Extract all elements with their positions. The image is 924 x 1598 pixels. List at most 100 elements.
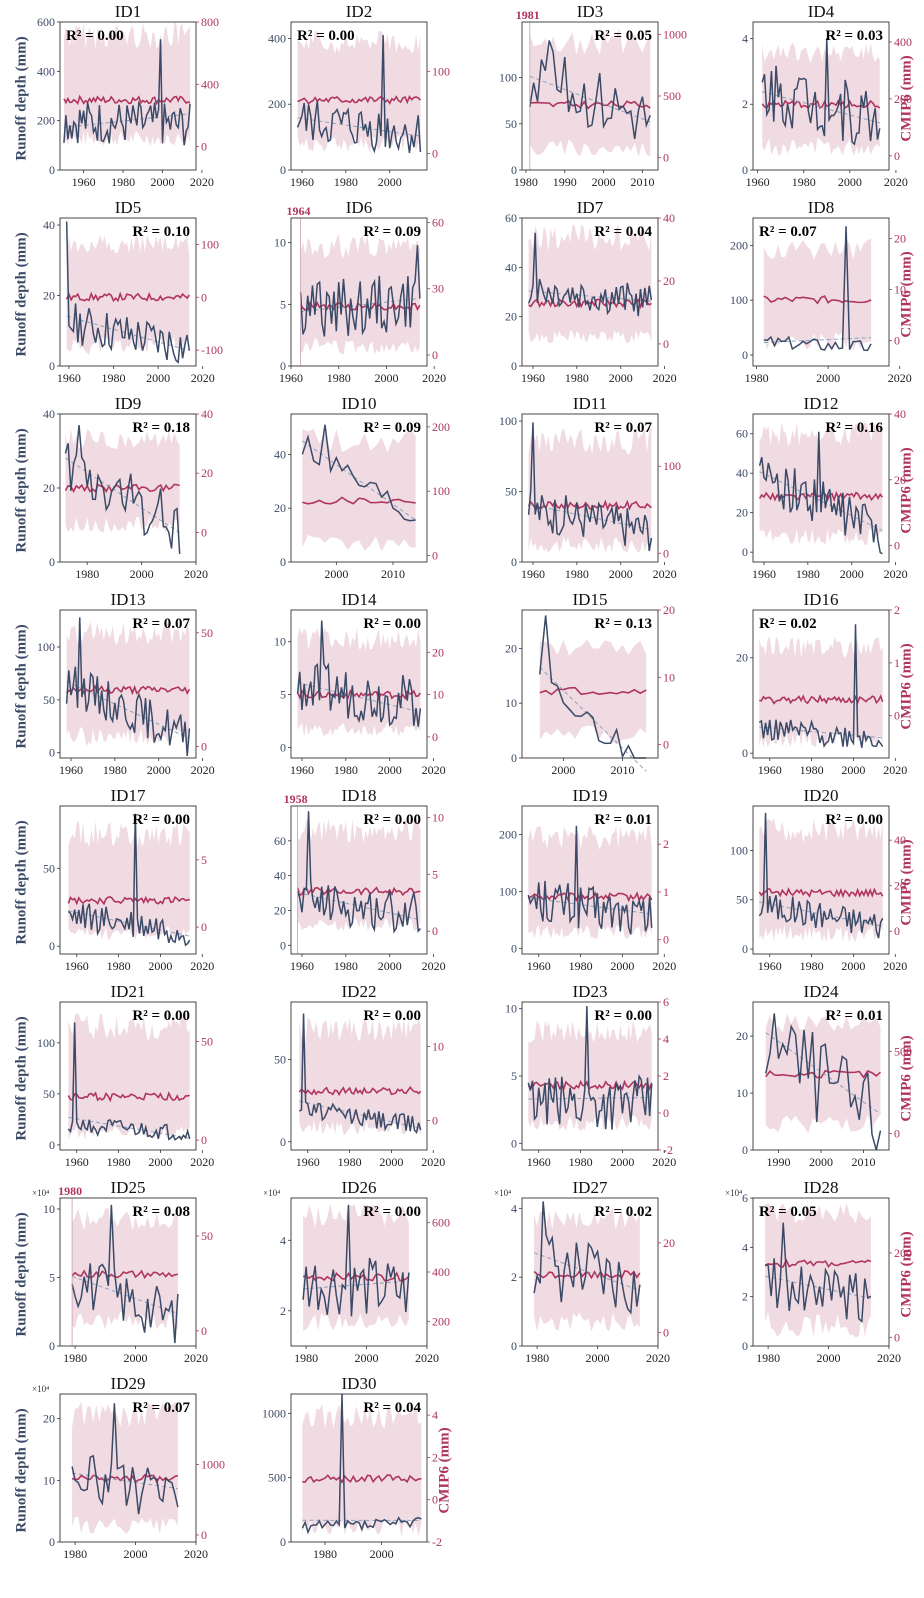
chart-panel-id18: 1958 0 20 40 60 0 5 10 1960 1980 2000 2020 ID18 R² = … (274, 786, 446, 973)
y2-tick-label: 0 (663, 337, 669, 351)
x-tick-label: 2000 (609, 371, 633, 385)
panel-title: ID16 (804, 590, 839, 609)
y2-tick-label: 0 (201, 1528, 207, 1542)
cmip6-range-band (66, 621, 190, 747)
runoff-trend-line (72, 1472, 178, 1490)
y2-tick-label: 400 (201, 77, 219, 91)
x-tick-label: 1960 (290, 175, 314, 189)
y2-tick-label: 20 (663, 603, 675, 617)
y-tick-label: 0 (280, 163, 286, 177)
y-exponent-label: ×10⁴ (494, 1188, 511, 1198)
cmip6-range-band (68, 1012, 190, 1140)
panel-title: ID25 (111, 1178, 146, 1197)
y-tick-label: 5 (280, 297, 286, 311)
y-tick-label: 0 (511, 1136, 517, 1150)
x-tick-label: 2000 (609, 567, 633, 581)
y-tick-label: 0 (742, 1339, 748, 1353)
y-tick-label: 40 (505, 260, 517, 274)
y2-tick-label: 5 (201, 853, 207, 867)
plot-frame (59, 1001, 197, 1151)
x-tick-label: 2010 (611, 763, 635, 777)
panel-title: ID4 (808, 2, 835, 21)
runoff-axis-label: Runoff depth (mm) (13, 1211, 30, 1337)
x-tick-label: 2020 (422, 959, 446, 973)
y2-tick-label: 1000 (201, 1457, 225, 1471)
y2-tick-label: 0 (432, 549, 438, 563)
x-tick-label: 1980 (102, 371, 126, 385)
x-tick-label: 2000 (378, 175, 402, 189)
x-tick-label: 2000 (148, 959, 172, 973)
cmip6-mean-line (64, 483, 180, 494)
cmip6-range-band (65, 429, 180, 533)
r2-label: R² = 0.09 (363, 224, 421, 240)
x-tick-label: 2020 (191, 371, 215, 385)
r2-label: R² = 0.04 (594, 224, 652, 240)
cmip6-mean-line (67, 895, 190, 906)
plot-frame (521, 413, 659, 563)
chart-panel-id29: 0 10 20 0 1000 1980 2000 2020 ×10⁴ ID29 R² = 0.07 (32, 1374, 225, 1561)
runoff-observed-line (527, 825, 653, 935)
panel-title: ID5 (115, 198, 141, 217)
cmip6-mean-line (539, 686, 647, 696)
y-tick-label: 60 (274, 834, 286, 848)
y-tick-label: 0 (511, 555, 517, 569)
y2-tick-label: 400 (894, 35, 912, 49)
runoff-observed-line (296, 35, 422, 154)
x-tick-label: 2000 (838, 175, 862, 189)
chart-panel-id14: 0 5 10 0 10 20 1960 1980 2000 2020 ID14 R² = 0.00 (274, 590, 446, 777)
runoff-observed-line (527, 232, 653, 317)
y2-tick-label: 20 (894, 231, 906, 245)
x-tick-label: 1980 (75, 567, 99, 581)
y-tick-label: 0 (49, 163, 55, 177)
y-tick-label: 50 (274, 1053, 286, 1067)
x-tick-label: 1980 (334, 175, 358, 189)
plot-frame (752, 805, 890, 955)
y-tick-label: 100 (730, 843, 748, 857)
x-tick-label: 2000 (551, 763, 575, 777)
runoff-observed-line (527, 1006, 653, 1130)
x-tick-label: 1980 (107, 959, 131, 973)
cmip6-mean-line (529, 100, 651, 110)
r2-label: R² = 0.18 (132, 420, 190, 436)
runoff-observed-line (65, 221, 191, 364)
x-tick-label: 1960 (752, 567, 776, 581)
runoff-axis-label: Runoff depth (mm) (13, 1407, 30, 1533)
y2-tick-label: 0 (432, 1113, 438, 1127)
r2-label: R² = 0.16 (825, 420, 883, 436)
x-tick-label: 1960 (279, 371, 303, 385)
y-tick-label: 0 (49, 939, 55, 953)
x-tick-label: 1980 (792, 175, 816, 189)
y-tick-label: 5 (49, 1270, 55, 1284)
y-tick-label: 0 (49, 746, 55, 760)
y-tick-label: 0 (511, 163, 517, 177)
x-tick-label: 2020 (184, 1547, 208, 1561)
x-tick-label: 2000 (355, 1351, 379, 1365)
panel-title: ID8 (808, 198, 834, 217)
panel-title: ID19 (573, 786, 608, 805)
runoff-axis-label: Runoff depth (mm) (13, 819, 30, 945)
y-tick-label: 4 (511, 1201, 517, 1215)
y-tick-label: 2 (511, 1270, 517, 1284)
y-tick-label: 40 (43, 407, 55, 421)
x-tick-label: 2020 (421, 1155, 445, 1169)
panel-title: ID15 (573, 590, 608, 609)
y2-tick-label: 50 (201, 1229, 213, 1243)
r2-label: R² = 0.13 (594, 616, 652, 632)
chart-panel-id30: 0 500 1000 -2 0 2 4 1980 2000 ID30 R² = 0.04 (262, 1374, 442, 1561)
x-tick-label: 2020 (190, 175, 214, 189)
plot-frame (290, 1393, 428, 1543)
y2-tick-label: 0 (432, 924, 438, 938)
x-tick-label: 1980 (569, 1155, 593, 1169)
y-tick-label: 200 (268, 97, 286, 111)
y2-tick-label: 0 (201, 1324, 207, 1338)
cmip6-range-band (534, 1207, 640, 1332)
y2-tick-label: 10 (894, 282, 906, 296)
x-tick-label: 2020 (190, 959, 214, 973)
y-tick-label: 40 (43, 218, 55, 232)
x-tick-label: 1980 (338, 1155, 362, 1169)
x-tick-label: 1980 (565, 371, 589, 385)
y2-tick-label: 10 (663, 670, 675, 684)
panel-title: ID30 (342, 1374, 377, 1393)
y2-tick-label: 100 (432, 484, 450, 498)
